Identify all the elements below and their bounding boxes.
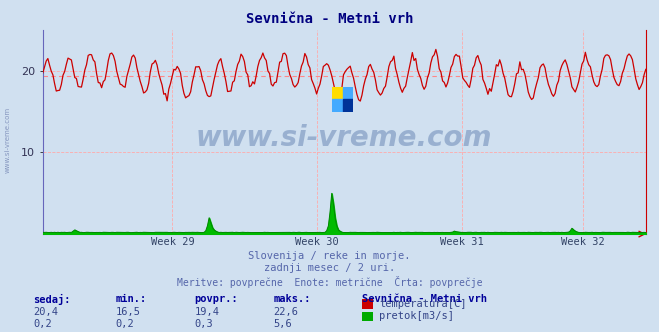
- Text: sedaj:: sedaj:: [33, 294, 71, 305]
- Text: min.:: min.:: [115, 294, 146, 304]
- Text: Week 31: Week 31: [440, 237, 484, 247]
- Text: Sevnična - Metni vrh: Sevnična - Metni vrh: [246, 12, 413, 26]
- Text: 19,4: 19,4: [194, 307, 219, 317]
- Text: Meritve: povprečne  Enote: metrične  Črta: povprečje: Meritve: povprečne Enote: metrične Črta:…: [177, 276, 482, 288]
- Bar: [332, 87, 343, 99]
- Text: Week 30: Week 30: [295, 237, 339, 247]
- Text: maks.:: maks.:: [273, 294, 311, 304]
- Bar: [343, 87, 353, 99]
- Text: Slovenija / reke in morje.: Slovenija / reke in morje.: [248, 251, 411, 261]
- Text: 0,3: 0,3: [194, 319, 213, 329]
- Text: Sevnična - Metni vrh: Sevnična - Metni vrh: [362, 294, 488, 304]
- Text: 5,6: 5,6: [273, 319, 292, 329]
- Text: 20,4: 20,4: [33, 307, 58, 317]
- Bar: [332, 99, 343, 112]
- Bar: [343, 99, 353, 112]
- Text: 0,2: 0,2: [33, 319, 51, 329]
- Text: 0,2: 0,2: [115, 319, 134, 329]
- Text: povpr.:: povpr.:: [194, 294, 238, 304]
- Text: 22,6: 22,6: [273, 307, 299, 317]
- Text: 16,5: 16,5: [115, 307, 140, 317]
- Text: www.si-vreme.com: www.si-vreme.com: [5, 106, 11, 173]
- Text: Week 29: Week 29: [151, 237, 194, 247]
- Text: Week 32: Week 32: [561, 237, 604, 247]
- Text: pretok[m3/s]: pretok[m3/s]: [379, 311, 454, 321]
- Text: www.si-vreme.com: www.si-vreme.com: [196, 124, 492, 152]
- Text: temperatura[C]: temperatura[C]: [379, 299, 467, 309]
- Text: zadnji mesec / 2 uri.: zadnji mesec / 2 uri.: [264, 263, 395, 273]
